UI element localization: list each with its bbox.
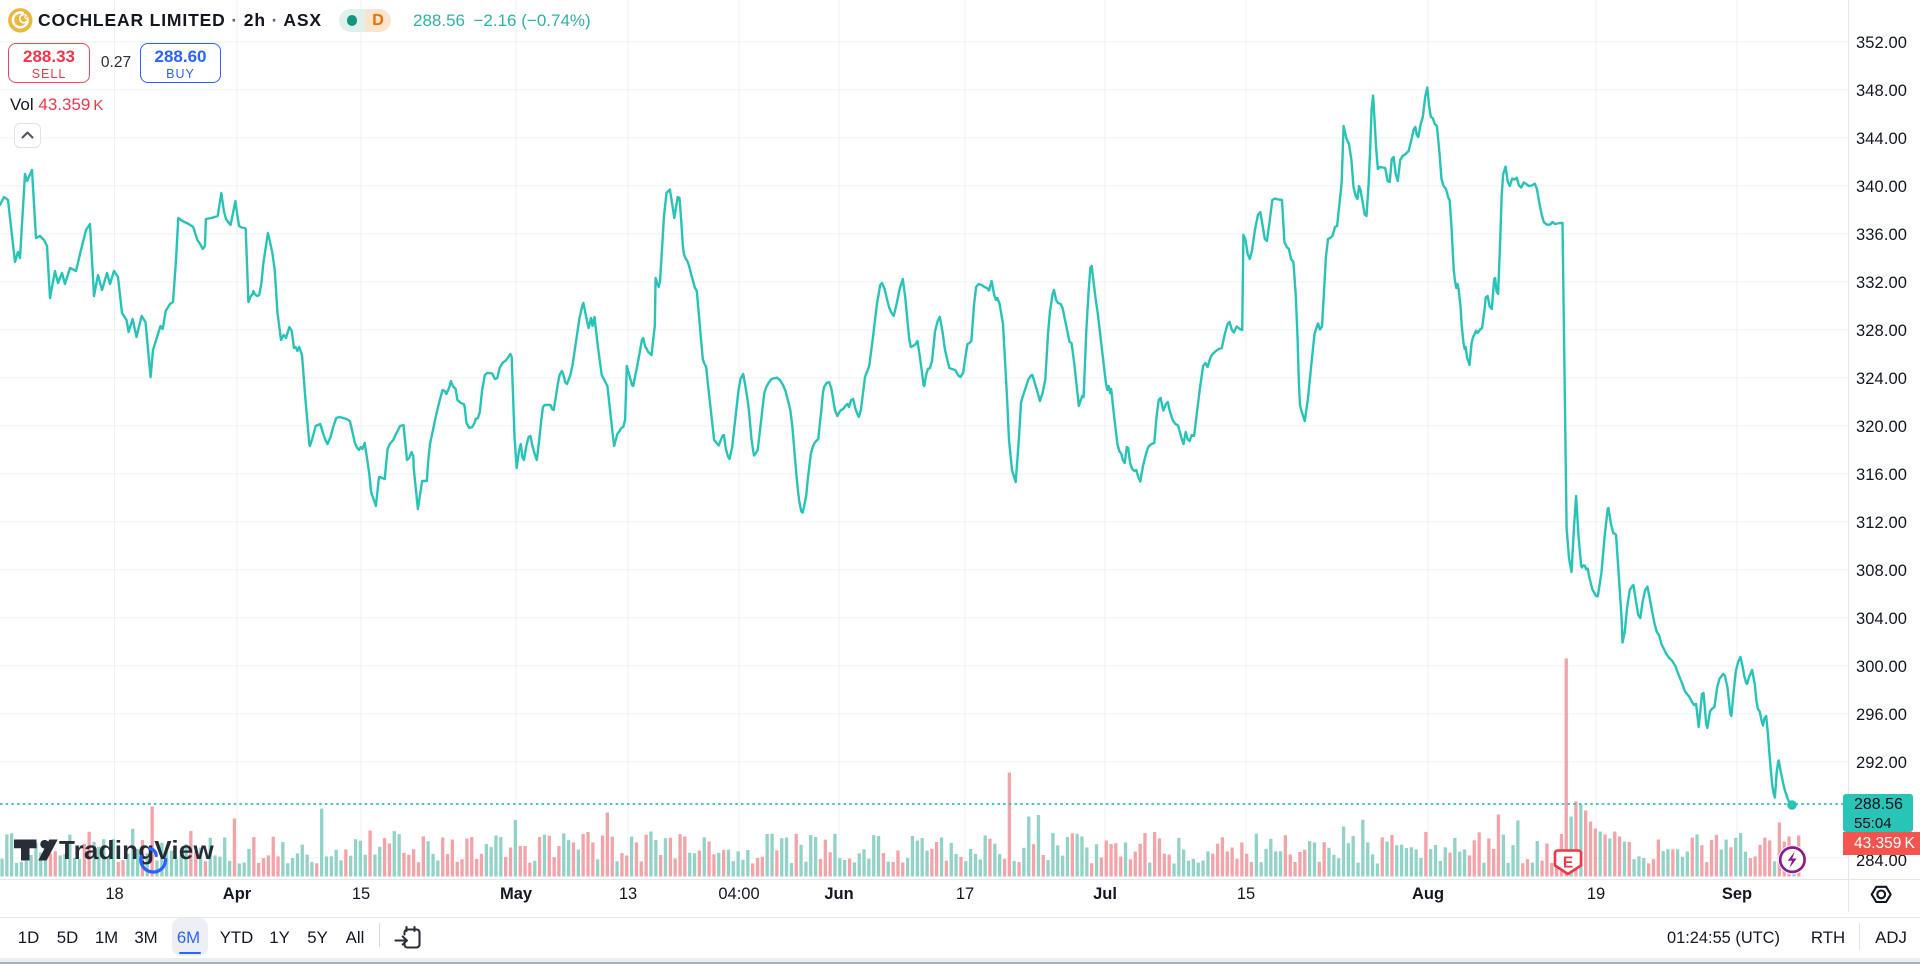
svg-text:E: E bbox=[1563, 855, 1573, 872]
svg-text:TradingView: TradingView bbox=[59, 835, 214, 865]
